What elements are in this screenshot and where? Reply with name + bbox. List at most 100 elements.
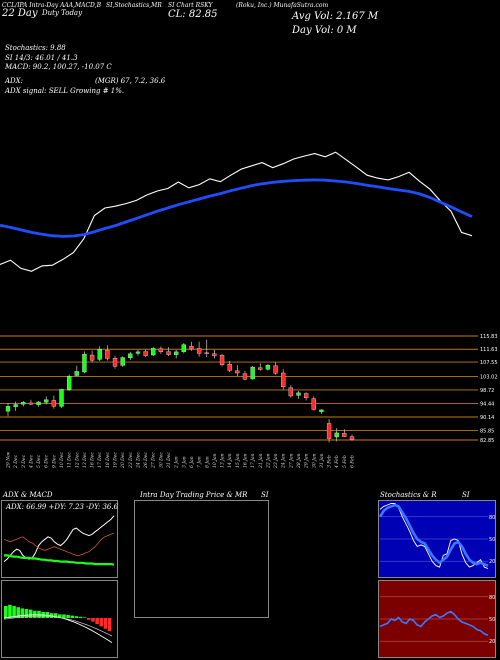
y-tick-label: 90.14 <box>480 415 494 421</box>
x-tick-label: 16 Jan <box>242 453 248 468</box>
stoch-line-1 <box>378 503 489 567</box>
adx-macd-title: ADX & MACD <box>3 491 53 499</box>
candle-body <box>13 404 18 407</box>
candle-body <box>158 348 164 353</box>
candle-body <box>151 348 156 356</box>
macd-bar <box>8 604 12 618</box>
macd-bar <box>20 608 25 618</box>
macd-bar <box>28 609 33 618</box>
si-tick-label: 50 <box>489 617 495 623</box>
candle-body <box>28 402 34 405</box>
candle-body <box>105 350 110 359</box>
si-panel-title: SI <box>261 491 269 499</box>
macd-bar <box>78 616 83 618</box>
si-line-0 <box>379 610 489 637</box>
x-tick-label: 16 Dec <box>90 452 96 468</box>
candle-body <box>44 399 49 403</box>
y-tick-label: 82.85 <box>480 438 494 444</box>
x-tick-label: 3 Dec <box>21 454 27 468</box>
x-tick-label: 24 Dec <box>135 452 141 469</box>
x-tick-label: 13 Dec <box>82 452 88 468</box>
x-tick-label: 24 Jan <box>281 453 287 469</box>
stoch-tick-label: 80 <box>489 515 495 521</box>
y-tick-label: 107.55 <box>480 360 498 366</box>
x-tick-label: 10 Jan <box>212 453 218 468</box>
candle-body <box>311 398 316 410</box>
stoch-tick-label: 50 <box>489 537 495 543</box>
adx-line-1 <box>3 532 115 556</box>
candle-body <box>112 358 118 367</box>
intra-day-title: Intra Day Trading Price & MR <box>140 491 248 499</box>
x-tick-label: 19 Dec <box>113 452 119 468</box>
candle-body <box>97 349 102 360</box>
x-tick-label: 2 Jan <box>174 456 180 469</box>
stoch-readout: Stochastics: 9.88 <box>5 44 66 52</box>
x-tick-label: 22 Jan <box>265 453 271 469</box>
x-tick-label: 3 Jan <box>181 456 187 468</box>
candle-body <box>273 365 278 374</box>
y-tick-label: 98.72 <box>480 388 494 394</box>
y-tick-label: 103.02 <box>480 374 498 380</box>
candle-body <box>204 352 209 354</box>
adx-line-2 <box>4 554 115 566</box>
adx-panel <box>1 500 118 578</box>
macd-bar <box>12 606 16 618</box>
macd-bar <box>107 618 112 632</box>
x-tick-label: 28 Jan <box>296 453 302 469</box>
x-tick-label: 26 Dec <box>143 452 149 469</box>
macd-bar <box>16 607 21 618</box>
x-tick-label: 30 Dec <box>158 452 164 468</box>
y-tick-label: 111.63 <box>480 347 498 353</box>
header-date: 22 Day <box>2 8 38 19</box>
price-line <box>0 151 473 272</box>
candle-body <box>288 387 293 397</box>
x-tick-label: 20 Dec <box>120 452 126 469</box>
intra-day-panel <box>134 500 269 618</box>
x-tick-label: 17 Dec <box>97 452 103 468</box>
macd-bar <box>66 615 70 618</box>
stoch-panel-title: Stochastics & R <box>380 491 437 499</box>
x-tick-label: 3 Feb <box>327 455 333 468</box>
x-tick-label: 6 Dec <box>44 454 50 468</box>
macd-bar <box>103 618 108 629</box>
macd-bar <box>87 618 91 620</box>
macd-bar <box>4 606 8 618</box>
si-readout: SI 14/3: 46.01 / 41.3 <box>5 54 78 62</box>
x-tick-label: 29 Jan <box>304 453 310 469</box>
candle-body <box>89 354 95 361</box>
macd-bar <box>58 614 62 618</box>
candle-body <box>59 389 64 407</box>
x-tick-label: 17 Jan <box>250 453 256 468</box>
y-tick-label: 115.83 <box>480 334 498 340</box>
macd-bar <box>95 618 99 624</box>
candle-body <box>326 423 332 439</box>
x-tick-label: 4 Dec <box>28 454 34 469</box>
candle-body <box>143 351 148 356</box>
x-tick-label: 5 Dec <box>36 454 42 468</box>
close-label: CL: 82.85 <box>168 9 218 20</box>
x-tick-label: 8 Jan <box>204 456 210 468</box>
adx-signal: ADX signal: SELL Growing # 1%. <box>5 87 125 95</box>
x-tick-label: 13 Jan <box>220 453 226 468</box>
header-title-2: SI,Stochastics,MR <box>106 2 162 9</box>
candle-body <box>227 364 232 371</box>
adx-panel-label: ADX: 66.99 +DY: 7.23 -DY: 36.6 <box>6 503 119 511</box>
macd-bar <box>82 617 87 618</box>
candle-body <box>51 400 57 407</box>
candle-body <box>212 353 217 357</box>
macd-bar <box>99 618 104 627</box>
header-duty: Duty Today <box>42 9 83 17</box>
candle-body <box>21 402 26 405</box>
macd-panel <box>1 580 118 658</box>
macd-bar <box>24 609 29 618</box>
x-tick-label: 23 Jan <box>273 453 279 469</box>
candle-body <box>166 351 171 355</box>
x-tick-label: 18 Dec <box>105 452 111 468</box>
x-tick-label: 9 Dec <box>51 454 57 468</box>
candle-body <box>74 371 79 376</box>
adx-label: ADX: <box>5 77 24 85</box>
header-title-3: SI Chart RSKY <box>168 2 213 9</box>
macd-bar <box>62 614 66 618</box>
candle-body <box>242 373 248 380</box>
